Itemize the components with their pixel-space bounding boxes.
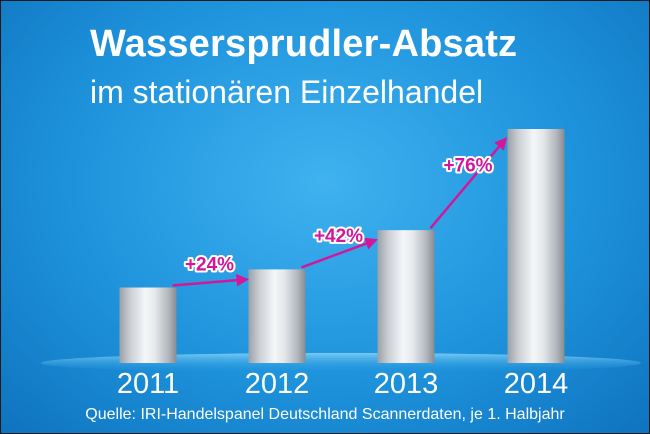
growth-label: +76% xyxy=(443,156,492,177)
x-tick-label: 2013 xyxy=(374,368,439,400)
growth-arrow xyxy=(301,237,378,269)
bar-2013 xyxy=(377,230,435,363)
x-tick-label: 2011 xyxy=(117,368,179,400)
growth-label: +24% xyxy=(185,254,234,275)
chart-title: Wassersprudler-Absatz xyxy=(90,23,518,65)
x-tick-label: 2014 xyxy=(504,368,569,400)
bar-2012 xyxy=(248,269,306,363)
x-tick-label: 2012 xyxy=(245,368,310,400)
bar-2011 xyxy=(119,287,177,363)
chart-floor-glow xyxy=(41,353,641,373)
chart-subtitle: im stationären Einzelhandel xyxy=(90,74,484,110)
growth-arrow xyxy=(172,273,249,287)
growth-arrow xyxy=(429,137,508,229)
growth-label: +42% xyxy=(314,226,363,247)
bar-2014 xyxy=(507,129,565,363)
chart-source: Quelle: IRI-Handelspanel Deutschland Sca… xyxy=(85,406,565,423)
